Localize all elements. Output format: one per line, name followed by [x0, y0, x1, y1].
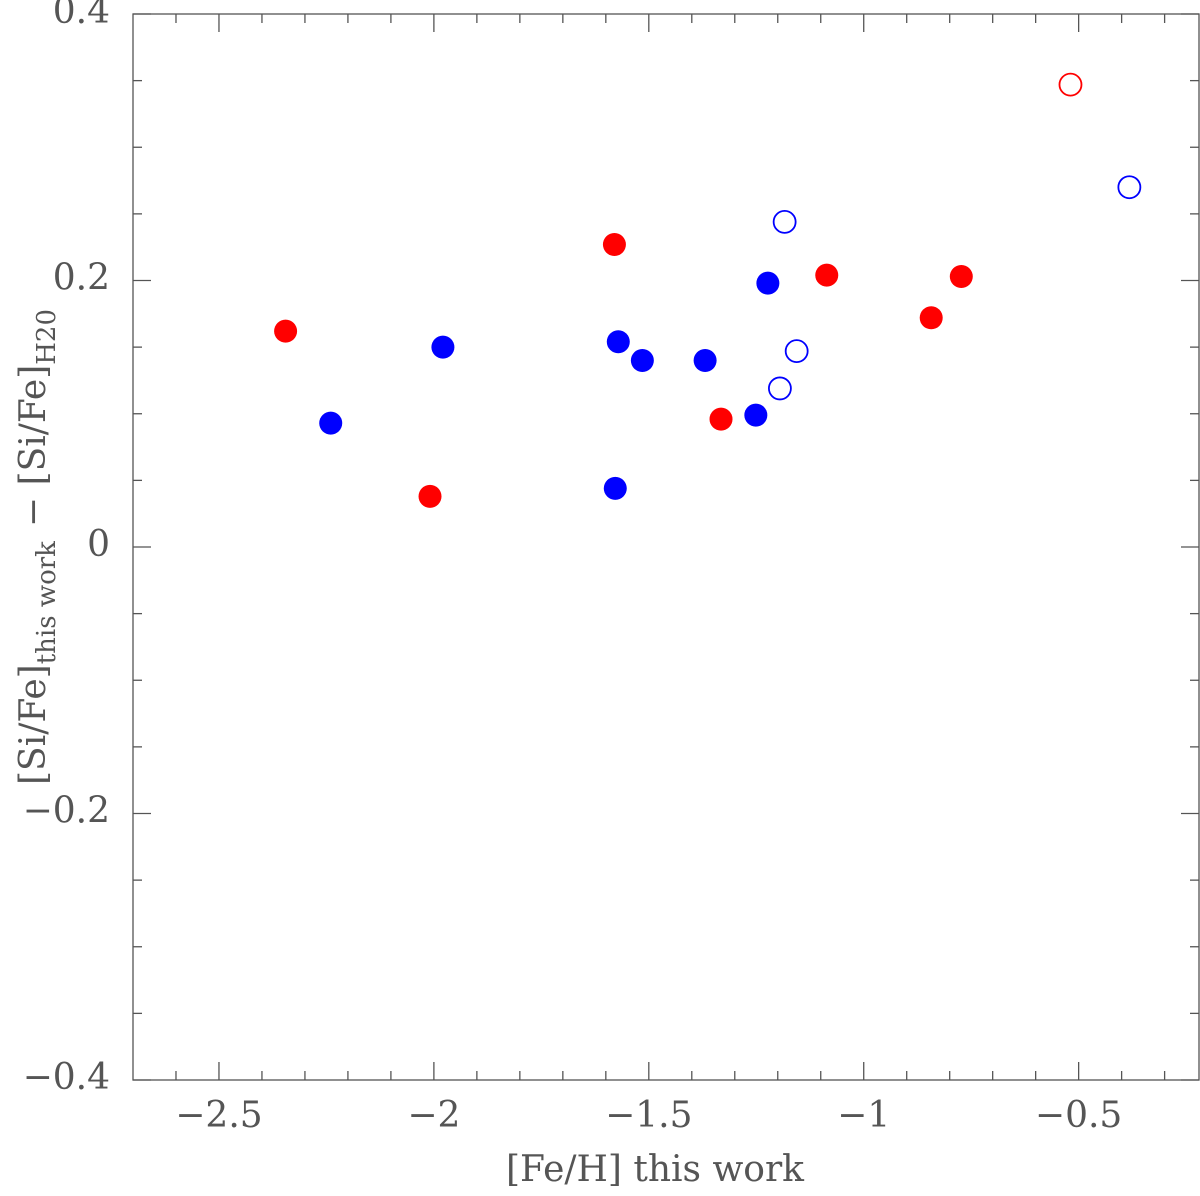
data-point	[919, 306, 943, 330]
data-point	[630, 348, 654, 372]
data-point	[815, 263, 839, 287]
x-tick-label: −1.5	[605, 1095, 692, 1136]
data-point	[418, 484, 442, 508]
data-point	[744, 403, 768, 427]
data-point	[603, 476, 627, 500]
data-point	[1117, 175, 1142, 200]
y-label-minus: − [Si/Fe]	[13, 365, 54, 527]
data-point	[768, 376, 792, 401]
data-point	[772, 209, 797, 234]
data-point	[693, 348, 717, 372]
data-point	[606, 330, 630, 354]
y-tick-label: −0.4	[23, 1057, 110, 1098]
y-axis-label: [Si/Fe]this work − [Si/Fe]H20	[13, 309, 62, 785]
data-point	[784, 339, 809, 364]
x-tick-label: −0.5	[1035, 1095, 1122, 1136]
x-tick-label: −1	[837, 1095, 890, 1136]
plot-frame	[132, 13, 1200, 1081]
data-point	[709, 407, 733, 431]
data-point	[949, 265, 973, 289]
y-tick-label: 0.4	[53, 0, 110, 32]
x-axis-label: [Fe/H] this work	[506, 1149, 805, 1190]
y-label-sub: this work	[32, 541, 62, 664]
y-tick-label: −0.2	[23, 791, 110, 832]
data-point	[756, 271, 780, 295]
data-point	[1058, 72, 1083, 97]
y-label-sub2: H20	[32, 309, 62, 365]
x-tick-label: −2	[407, 1095, 460, 1136]
y-label-main: [Si/Fe]	[13, 664, 54, 785]
data-point	[431, 335, 455, 359]
y-tick-label: 0.2	[53, 258, 110, 299]
data-point	[602, 233, 626, 257]
x-tick-label: −2.5	[175, 1095, 262, 1136]
data-point	[274, 319, 298, 343]
y-tick-label: 0	[87, 524, 110, 565]
data-point	[319, 411, 343, 435]
